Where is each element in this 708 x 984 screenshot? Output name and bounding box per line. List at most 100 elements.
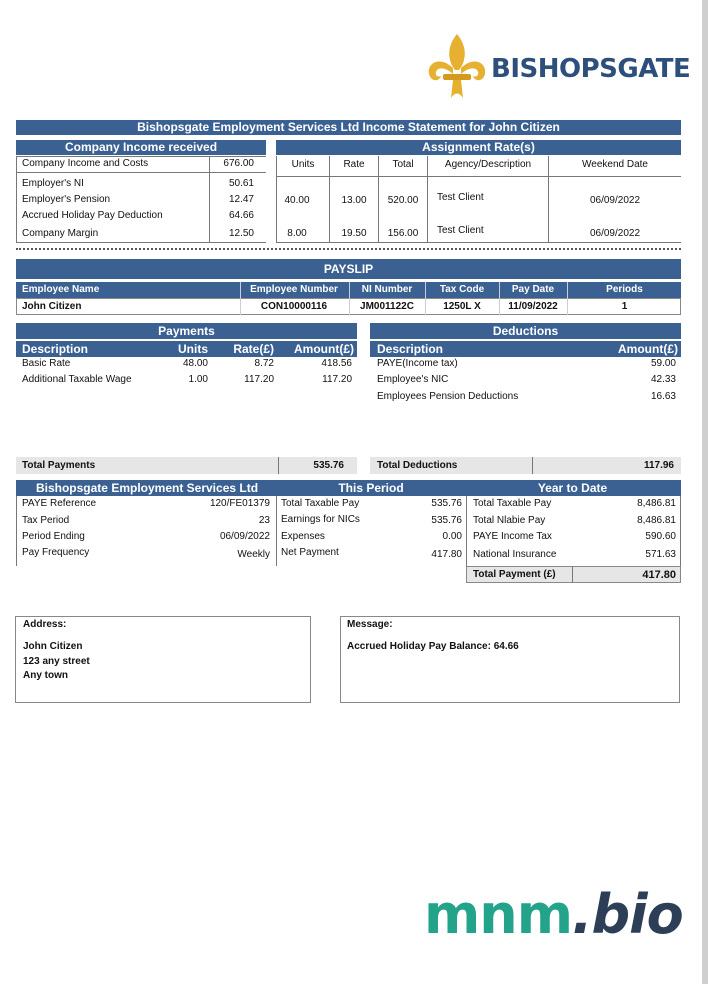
- payments-col-amount: Amount(£): [294, 342, 354, 356]
- divider: [209, 156, 210, 242]
- income-label: Employer's Pension: [22, 194, 111, 205]
- divider: [276, 242, 681, 243]
- payment-rate: 117.20: [244, 374, 274, 385]
- summary-ytd-value: 590.60: [645, 531, 676, 542]
- deductions-columns-bar: [370, 341, 681, 357]
- summary-period-label: Earnings for NICs: [281, 514, 360, 525]
- summary-ytd-label: Total Nlabie Pay: [473, 515, 546, 526]
- dotted-separator: [16, 248, 681, 250]
- summary-ytd-value: 8,486.81: [637, 498, 676, 509]
- company-logo: BISHOPSGATE: [425, 32, 691, 102]
- company-income-header: Company Income received: [16, 140, 266, 155]
- statement-title: Bishopsgate Employment Services Ltd Inco…: [16, 120, 681, 135]
- payment-amount: 117.20: [322, 374, 352, 385]
- divider: [16, 242, 266, 243]
- assignment-col-rate: Rate: [343, 159, 365, 170]
- divider: [16, 156, 17, 242]
- total-payment-bar: [466, 566, 681, 583]
- summary-company-value: Weekly: [237, 549, 270, 560]
- divider: [532, 457, 533, 474]
- divider: [16, 172, 266, 173]
- assignment-total: 156.00: [387, 228, 419, 239]
- message-box: [340, 616, 680, 703]
- income-label: Accrued Holiday Pay Deduction: [22, 210, 163, 221]
- deduction-desc: PAYE(Income tax): [377, 358, 458, 369]
- payslip-values-row: [16, 298, 681, 315]
- summary-company-value: 23: [258, 515, 270, 526]
- deduction-amount: 16.63: [650, 391, 676, 402]
- deductions-col-description: Description: [377, 342, 444, 356]
- assignment-units: 40.00: [284, 195, 310, 206]
- total-deductions-value: 117.96: [643, 460, 674, 471]
- payment-rate: 8.72: [254, 358, 274, 369]
- summary-company-label: Tax Period: [22, 515, 70, 526]
- summary-period-value: 417.80: [431, 549, 462, 560]
- deduction-amount: 42.33: [650, 374, 676, 385]
- summary-period-label: Net Payment: [281, 547, 339, 558]
- total-payment-label: Total Payment (£): [473, 569, 556, 580]
- divider: [276, 156, 277, 242]
- employee-name: John Citizen: [22, 301, 82, 312]
- address-box: [15, 616, 311, 703]
- divider: [548, 156, 549, 242]
- income-value: 676.00: [223, 158, 254, 169]
- ni-number: JM001122C: [360, 301, 414, 312]
- divider: [425, 282, 426, 315]
- message-text: Accrued Holiday Pay Balance: 64.66: [347, 641, 519, 652]
- deduction-desc: Employees Pension Deductions: [377, 391, 519, 402]
- page-edge-shadow: [702, 0, 708, 984]
- summary-period-label: Total Taxable Pay: [281, 498, 360, 509]
- watermark-part1: mnm: [424, 883, 573, 946]
- assignment-date: 06/09/2022: [589, 228, 641, 239]
- payslip-col: Employee Name: [22, 284, 100, 295]
- deduction-desc: Employee's NIC: [377, 374, 449, 385]
- assignment-agency: Test Client: [437, 192, 484, 203]
- summary-company-label: PAYE Reference: [22, 498, 97, 509]
- summary-ytd-label: National Insurance: [473, 549, 557, 560]
- income-label: Company Income and Costs: [22, 158, 149, 169]
- summary-period-value: 0.00: [442, 531, 462, 542]
- summary-company-value: 06/09/2022: [219, 531, 270, 542]
- address-line: John Citizen: [23, 641, 83, 652]
- income-value: 12.50: [228, 228, 254, 239]
- summary-ytd-value: 8,486.81: [637, 515, 676, 526]
- divider: [276, 496, 277, 566]
- total-deductions-bar: [370, 457, 681, 474]
- income-label: Company Margin: [22, 228, 99, 239]
- divider: [349, 282, 350, 315]
- payments-col-units: Units: [178, 342, 208, 356]
- divider: [466, 496, 467, 566]
- payslip-col: Periods: [606, 284, 643, 295]
- divider: [680, 496, 681, 566]
- assignment-col-units: Units: [291, 159, 315, 170]
- payslip-col: Employee Number: [250, 284, 338, 295]
- summary-ytd-label: Total Taxable Pay: [473, 498, 552, 509]
- fleur-de-lis-icon: [428, 34, 486, 98]
- income-value: 64.66: [228, 210, 254, 221]
- summary-period-value: 535.76: [431, 498, 462, 509]
- summary-period-value: 535.76: [431, 515, 462, 526]
- payment-amount: 418.56: [321, 358, 352, 369]
- divider: [499, 282, 500, 315]
- summary-period-label: Expenses: [281, 531, 325, 542]
- assignment-rate: 19.50: [341, 228, 367, 239]
- summary-company-header: Bishopsgate Employment Services Ltd: [35, 481, 259, 495]
- summary-ytd-value: 571.63: [645, 549, 676, 560]
- summary-period-header: This Period: [338, 481, 404, 495]
- divider: [240, 282, 241, 315]
- watermark-part2: .bio: [571, 883, 684, 946]
- summary-company-value: 120/FE01379: [209, 498, 270, 509]
- periods: 1: [621, 301, 628, 312]
- divider: [16, 156, 266, 157]
- assignment-col-date: Weekend Date: [582, 159, 648, 170]
- income-value: 50.61: [228, 178, 254, 189]
- address-line: 123 any street: [23, 656, 90, 667]
- assignment-col-total: Total: [392, 159, 414, 170]
- total-payments-label: Total Payments: [22, 460, 96, 471]
- payment-units: 48.00: [182, 358, 208, 369]
- pay-date: 11/09/2022: [508, 301, 558, 312]
- divider: [572, 566, 573, 583]
- divider: [278, 457, 279, 474]
- mnm-bio-watermark: mnm.bio: [424, 882, 684, 948]
- divider: [427, 156, 428, 242]
